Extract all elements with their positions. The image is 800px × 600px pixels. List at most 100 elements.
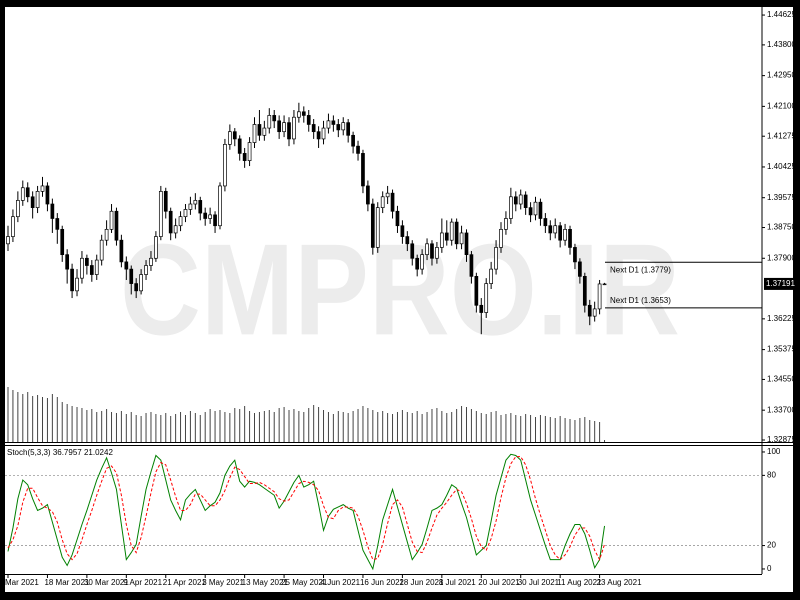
candle-body <box>548 225 553 234</box>
candle-body <box>178 216 183 227</box>
volume-bar <box>239 409 241 442</box>
volume-bar <box>268 410 270 442</box>
stoch-line <box>7 456 606 561</box>
y-tick-label: 1.41275 <box>767 131 796 140</box>
volume-bar <box>465 407 467 442</box>
candle-body <box>454 221 459 245</box>
candle-body <box>568 228 572 248</box>
volume-bar <box>155 414 157 442</box>
candle-body <box>94 259 99 275</box>
volume-bar <box>332 414 334 442</box>
candle-body <box>267 115 272 129</box>
candle-body <box>370 203 375 248</box>
volume-bar <box>303 412 305 442</box>
y-tick-label: 1.42950 <box>767 71 796 80</box>
volume-bar <box>574 420 576 442</box>
volume-bar <box>382 411 384 442</box>
volume-bar <box>599 422 601 442</box>
candle-body <box>50 203 55 219</box>
candle-body <box>247 142 252 161</box>
candle-body <box>282 122 286 133</box>
volume-bar <box>589 420 591 442</box>
candle-body <box>415 257 420 270</box>
volume-bar <box>229 413 231 442</box>
x-tick-label: 11 Aug 2021 <box>557 578 602 587</box>
x-tick-label: 3 May 2021 <box>202 578 244 587</box>
volume-bar <box>510 413 512 442</box>
volume-bar <box>530 415 532 442</box>
candle-body <box>435 247 439 259</box>
x-tick-label: 30 Mar 2021 <box>84 578 129 587</box>
candle-body <box>198 200 203 214</box>
candle-body <box>385 192 390 198</box>
y-tick-label: 1.40425 <box>767 162 796 171</box>
candle-body <box>346 122 351 136</box>
candle-body <box>494 247 498 270</box>
candle-body <box>272 115 277 122</box>
candle-body <box>528 207 533 216</box>
candle-body <box>513 196 518 205</box>
y-tick-label: 1.38750 <box>767 223 796 232</box>
volume-bar <box>372 410 374 442</box>
volume-bar <box>288 410 290 442</box>
candle-body <box>469 254 474 277</box>
candle-body <box>375 207 380 248</box>
candle-body <box>70 268 74 292</box>
candle-body <box>109 210 114 230</box>
candle-body <box>6 236 10 245</box>
candle-body <box>400 225 405 237</box>
volume-bar <box>273 412 275 442</box>
y-tick-label: 1.42100 <box>767 101 796 110</box>
candle-body <box>129 268 134 284</box>
volume-bar <box>451 412 453 442</box>
candle-body <box>262 127 267 136</box>
volume-bar <box>189 411 191 442</box>
volume-bar <box>416 411 418 442</box>
chart-background <box>5 7 793 592</box>
volume-bar <box>115 413 117 442</box>
volume-bar <box>86 410 88 442</box>
candle-body <box>341 122 346 131</box>
candle-body <box>479 304 484 313</box>
candle-body <box>232 131 237 140</box>
y-tick-label: 0 <box>767 564 772 573</box>
candle-body <box>464 232 469 256</box>
y-tick-label: 1.43800 <box>767 40 796 49</box>
candle-body <box>592 308 597 317</box>
volume-bar <box>254 413 255 442</box>
volume-bar <box>308 408 310 442</box>
x-tick-label: 4 Jun 2021 <box>321 578 361 587</box>
volume-bar <box>604 440 606 442</box>
candle-body <box>173 225 178 234</box>
volume-bar <box>392 414 394 442</box>
volume-bar <box>475 411 477 442</box>
volume-bar <box>76 407 78 442</box>
candle-body <box>55 218 60 230</box>
candle-body <box>277 120 281 133</box>
volume-bar <box>120 411 122 442</box>
candle-body <box>237 138 242 154</box>
candle-body <box>223 143 227 187</box>
y-tick-label: 80 <box>767 470 776 479</box>
y-tick-label: 20 <box>767 541 776 550</box>
volume-bar <box>564 418 566 442</box>
candle-body <box>474 276 479 306</box>
volume-bar <box>535 417 537 442</box>
y-tick-label: 1.37900 <box>767 253 796 262</box>
candle-body <box>99 239 104 261</box>
volume-bar <box>554 418 556 442</box>
candle-body <box>183 209 188 218</box>
volume-bar <box>298 411 300 442</box>
volume-bar <box>490 412 492 442</box>
candle-body <box>558 225 563 241</box>
volume-bar <box>160 415 162 442</box>
volume-bar <box>318 407 320 442</box>
candle-body <box>20 187 25 201</box>
volume-bar <box>145 413 147 442</box>
indicator-legend: Stoch(5,3,3) 36.7957 21.0242 <box>7 448 113 457</box>
candle-body <box>390 192 395 212</box>
volume-bar <box>293 409 295 442</box>
volume-bar <box>594 421 596 442</box>
candle-body <box>163 191 168 212</box>
candle-body <box>444 232 449 241</box>
